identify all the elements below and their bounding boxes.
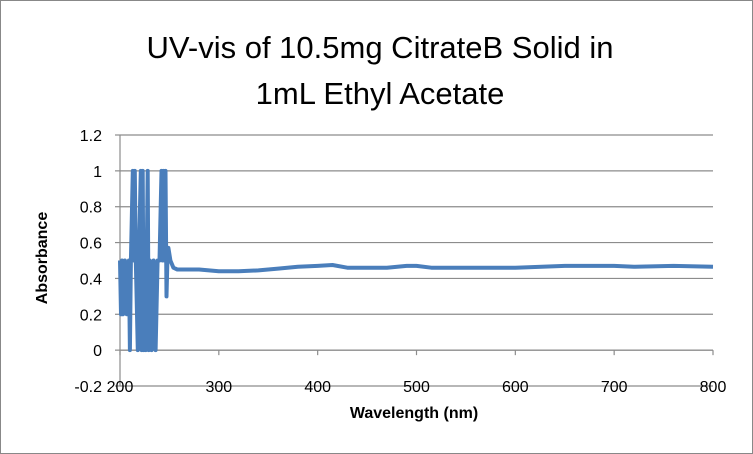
- x-tick-label: 500: [403, 379, 430, 396]
- chart-title-line-2: 1mL Ethyl Acetate: [256, 76, 505, 111]
- x-axis-label: Wavelength (nm): [350, 405, 478, 422]
- x-tick-label: 800: [700, 379, 727, 396]
- y-tick-label: 1.2: [80, 128, 102, 145]
- x-tick-label: 200: [107, 379, 134, 396]
- y-tick-label: -0.2: [74, 379, 102, 396]
- x-tick-label: 700: [601, 379, 628, 396]
- x-tick-label: 300: [205, 379, 232, 396]
- y-tick-label: 0.2: [80, 307, 102, 324]
- x-tick-label: 600: [502, 379, 529, 396]
- y-tick-label: 0.4: [80, 271, 102, 288]
- y-tick-label: 1: [93, 164, 102, 181]
- series-line-absorbance: [118, 168, 714, 353]
- chart-title-line-1: UV-vis of 10.5mg CitrateB Solid in: [147, 30, 614, 65]
- y-tick-label: 0.6: [80, 236, 102, 253]
- y-axis-label: Absorbance: [34, 212, 51, 305]
- x-tick-label: 400: [304, 379, 331, 396]
- y-tick-label: 0: [93, 343, 102, 360]
- y-tick-label: 0.8: [80, 200, 102, 217]
